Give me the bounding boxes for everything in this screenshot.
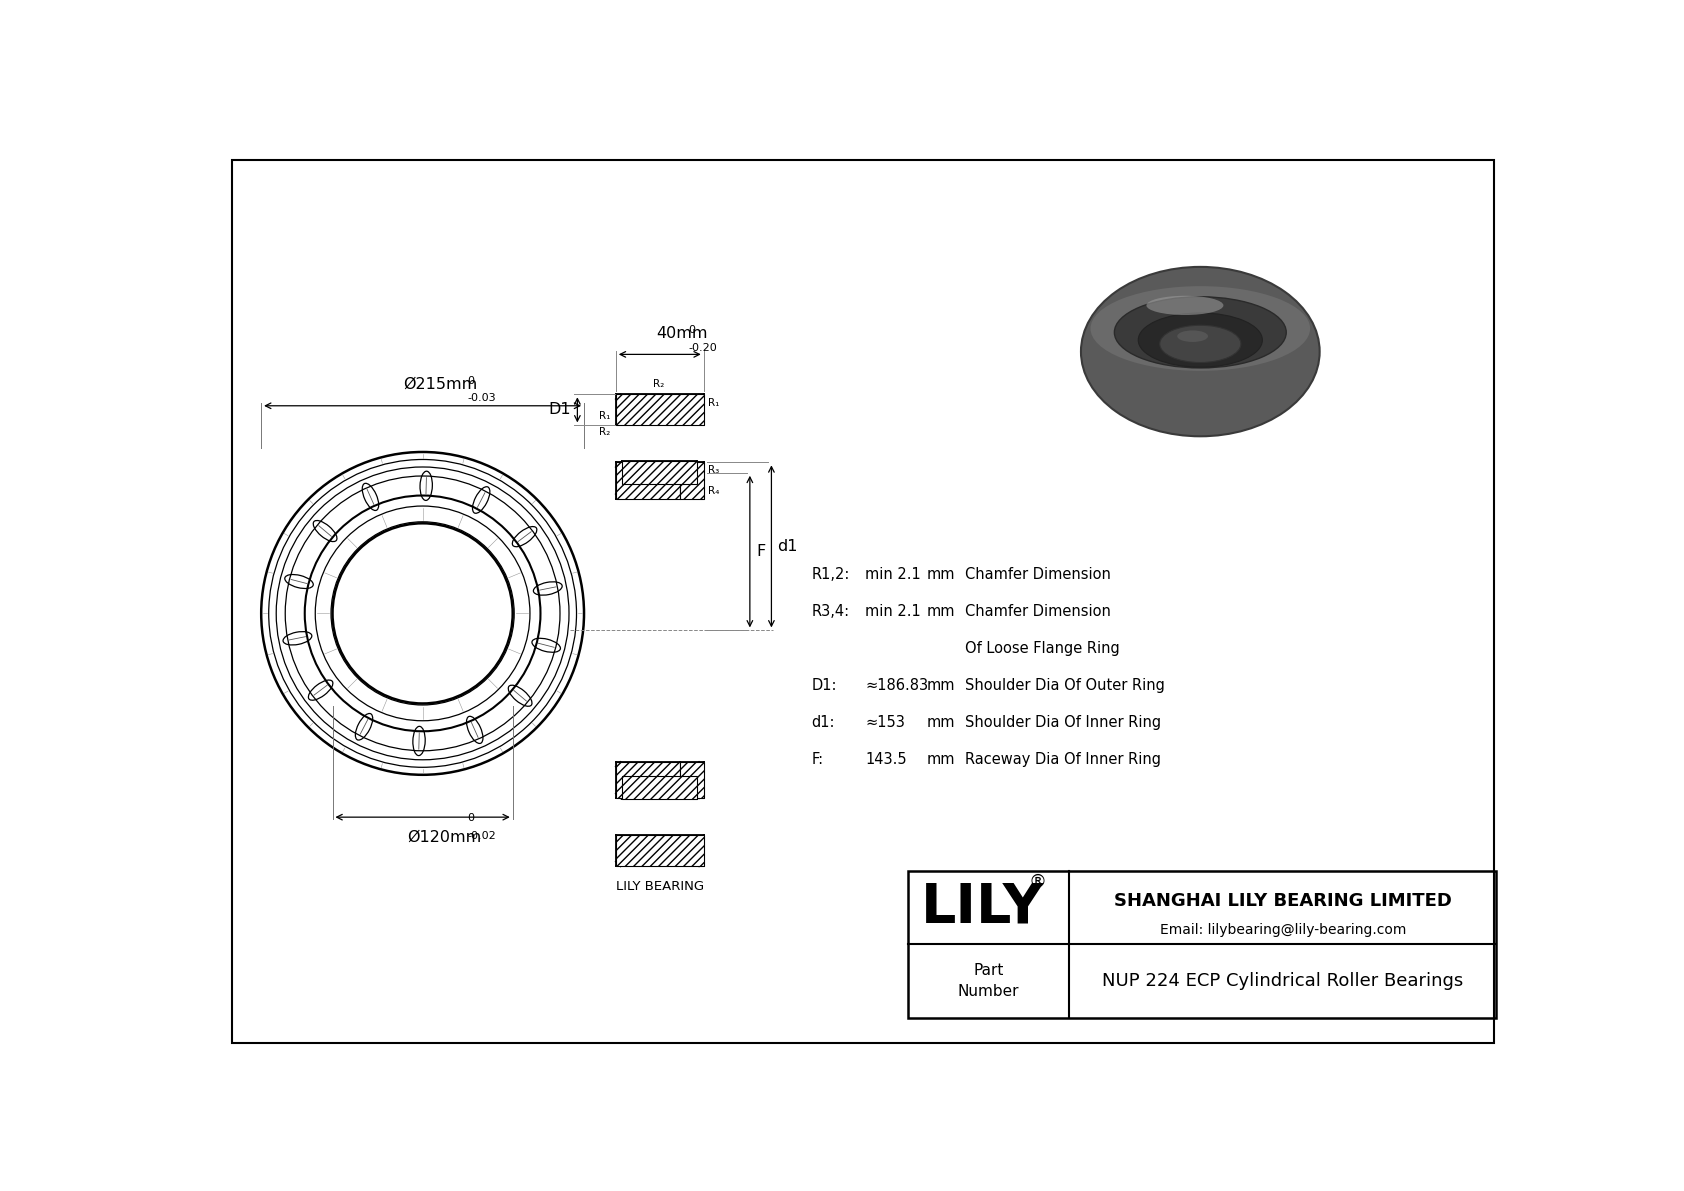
Text: F: F [756, 544, 765, 559]
Text: Ø215mm: Ø215mm [404, 376, 478, 392]
Text: R₂: R₂ [653, 379, 663, 389]
Bar [908, 872, 1495, 1017]
Text: mm: mm [926, 604, 955, 619]
Text: R₁: R₁ [600, 411, 611, 422]
Text: Shoulder Dia Of Inner Ring: Shoulder Dia Of Inner Ring [965, 716, 1162, 730]
Text: -0.03: -0.03 [466, 393, 495, 404]
Text: R₁: R₁ [707, 398, 719, 409]
Bar [680, 762, 704, 798]
Text: Raceway Dia Of Inner Ring: Raceway Dia Of Inner Ring [965, 753, 1162, 767]
Text: SHANGHAI LILY BEARING LIMITED: SHANGHAI LILY BEARING LIMITED [1113, 892, 1452, 910]
Text: min 2.1: min 2.1 [866, 567, 921, 582]
Text: 0: 0 [466, 375, 475, 386]
Text: -0.20: -0.20 [689, 343, 717, 353]
Text: Part
Number: Part Number [958, 964, 1019, 999]
Ellipse shape [1115, 297, 1287, 368]
Text: 143.5: 143.5 [866, 753, 908, 767]
Text: Shoulder Dia Of Outer Ring: Shoulder Dia Of Outer Ring [965, 678, 1165, 693]
Bar [616, 762, 680, 798]
Text: R₂: R₂ [600, 426, 611, 437]
Bar [616, 394, 704, 425]
Text: Email: lilybearing@lily-bearing.com: Email: lilybearing@lily-bearing.com [1160, 923, 1406, 937]
Text: -0.02: -0.02 [466, 831, 497, 841]
Text: Of Loose Flange Ring: Of Loose Flange Ring [965, 641, 1120, 656]
Text: 40mm: 40mm [657, 326, 707, 342]
Text: d1:: d1: [812, 716, 835, 730]
Bar [623, 461, 697, 485]
Text: mm: mm [926, 753, 955, 767]
Text: R3,4:: R3,4: [812, 604, 850, 619]
Ellipse shape [1160, 325, 1241, 362]
Text: ≈186.83: ≈186.83 [866, 678, 928, 693]
Bar [616, 462, 680, 499]
Ellipse shape [1177, 330, 1207, 342]
Text: NUP 224 ECP Cylindrical Roller Bearings: NUP 224 ECP Cylindrical Roller Bearings [1101, 972, 1463, 990]
Text: mm: mm [926, 716, 955, 730]
Text: ®: ® [1029, 873, 1046, 891]
Bar [623, 777, 697, 799]
Ellipse shape [1081, 267, 1320, 436]
Ellipse shape [1138, 313, 1263, 367]
Text: R₄: R₄ [707, 486, 719, 497]
Text: F:: F: [812, 753, 823, 767]
Text: d1: d1 [778, 538, 798, 554]
Text: LILY BEARING: LILY BEARING [616, 880, 704, 893]
Text: ≈153: ≈153 [866, 716, 906, 730]
Text: D1:: D1: [812, 678, 837, 693]
Text: mm: mm [926, 678, 955, 693]
Text: Ø120mm: Ø120mm [408, 829, 482, 844]
Text: D1: D1 [549, 403, 571, 417]
Text: R₃: R₃ [707, 464, 719, 475]
Text: R1,2:: R1,2: [812, 567, 850, 582]
Ellipse shape [1091, 286, 1310, 370]
Text: min 2.1: min 2.1 [866, 604, 921, 619]
Text: mm: mm [926, 567, 955, 582]
Text: 0: 0 [689, 325, 695, 335]
Ellipse shape [1147, 295, 1223, 314]
Bar [680, 462, 704, 499]
Text: Chamfer Dimension: Chamfer Dimension [965, 567, 1111, 582]
Text: 0: 0 [466, 813, 475, 823]
Text: Chamfer Dimension: Chamfer Dimension [965, 604, 1111, 619]
Bar [616, 835, 704, 866]
Text: LILY: LILY [921, 881, 1044, 935]
